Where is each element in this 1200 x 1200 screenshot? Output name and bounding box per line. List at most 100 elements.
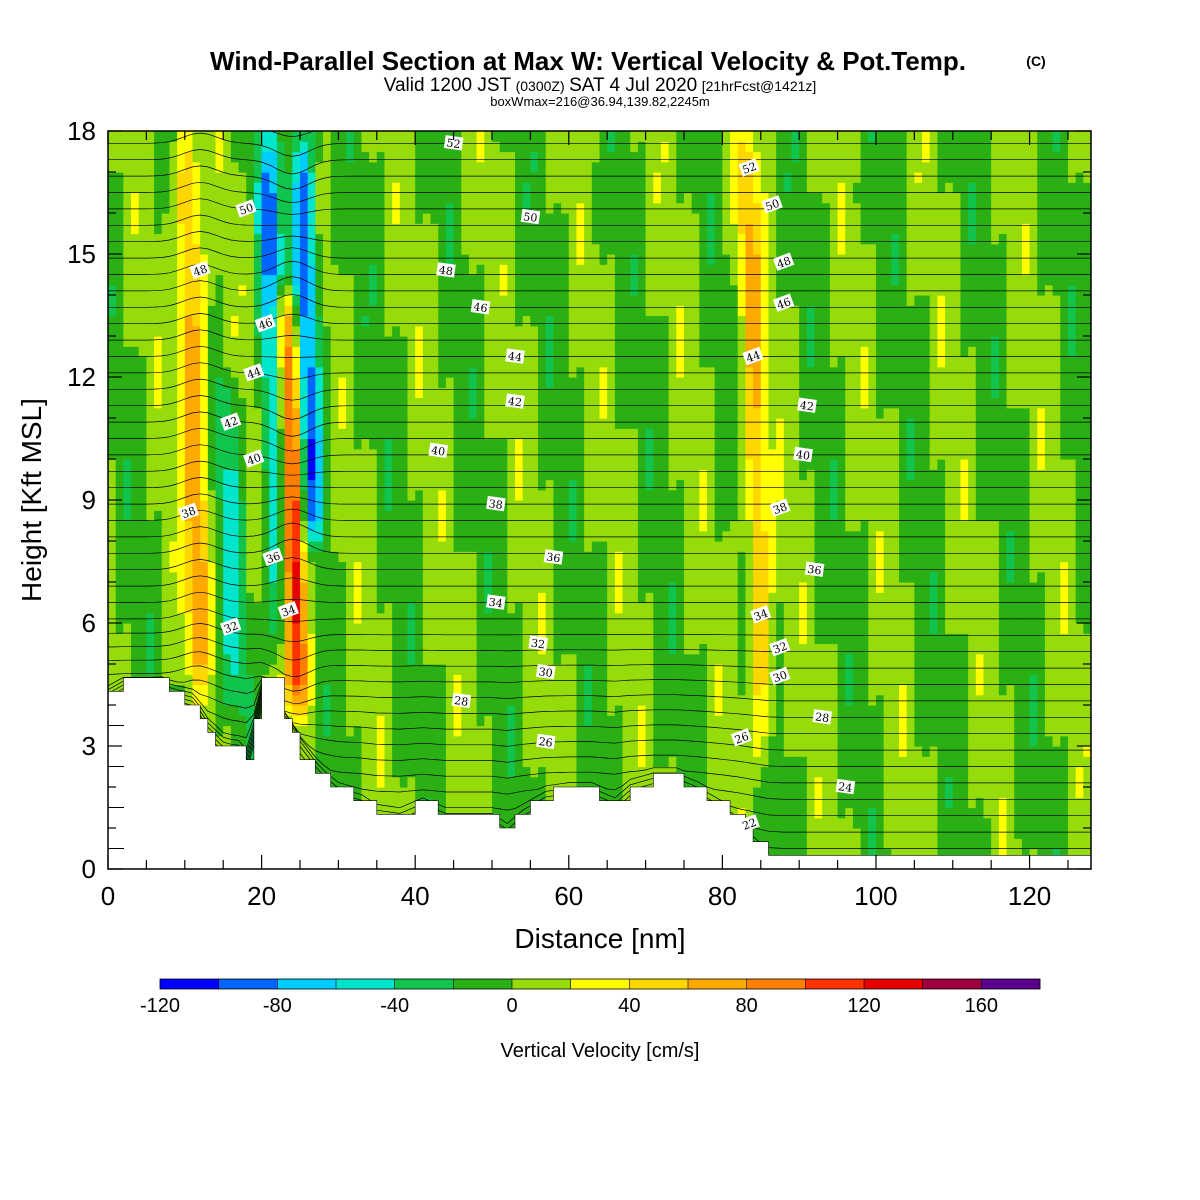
velocity-cell <box>315 233 324 245</box>
velocity-cell <box>630 766 639 778</box>
velocity-cell <box>338 418 347 429</box>
velocity-cell <box>576 561 585 573</box>
velocity-cell <box>438 407 447 419</box>
velocity-cell <box>576 756 585 768</box>
velocity-cell <box>284 346 293 358</box>
velocity-cell <box>276 459 286 470</box>
velocity-cell <box>207 356 217 368</box>
velocity-cell <box>284 223 293 235</box>
velocity-cell <box>261 213 270 224</box>
velocity-cell <box>476 346 485 358</box>
velocity-cell <box>376 346 386 358</box>
velocity-cell <box>215 612 224 624</box>
velocity-cell <box>384 172 393 183</box>
velocity-cell <box>545 541 555 552</box>
velocity-cell <box>453 561 462 573</box>
velocity-cell <box>192 633 201 645</box>
velocity-cell <box>407 715 416 727</box>
velocity-cell <box>491 325 501 337</box>
velocity-cell <box>499 397 508 409</box>
velocity-cell <box>323 448 332 460</box>
velocity-cell <box>561 356 570 368</box>
velocity-cell <box>315 725 324 737</box>
velocity-cell <box>399 274 409 286</box>
velocity-cell <box>599 766 608 778</box>
velocity-cell <box>338 151 347 163</box>
velocity-cell <box>253 674 263 686</box>
velocity-cell <box>215 305 224 317</box>
velocity-cell <box>614 223 624 235</box>
velocity-cell <box>584 500 593 511</box>
velocity-cell <box>553 284 562 296</box>
valid-time-line: Valid 1200 JST (0300Z) SAT 4 Jul 2020 [2… <box>384 75 817 96</box>
velocity-cell <box>346 233 355 245</box>
velocity-cell <box>330 223 339 235</box>
velocity-cell <box>207 182 217 194</box>
velocity-cell <box>407 243 416 255</box>
velocity-cell <box>630 182 639 194</box>
velocity-cell <box>522 223 531 235</box>
velocity-cell <box>599 653 608 665</box>
velocity-cell <box>261 336 270 347</box>
velocity-cell <box>361 469 370 481</box>
velocity-cell <box>330 243 339 255</box>
velocity-cell <box>146 274 155 286</box>
velocity-cell <box>607 295 616 306</box>
velocity-cell <box>215 694 224 706</box>
velocity-cell <box>323 469 332 481</box>
velocity-cell <box>545 756 555 768</box>
velocity-cell <box>507 418 516 429</box>
velocity-cell <box>253 500 263 511</box>
velocity-cell <box>323 325 332 337</box>
velocity-cell <box>115 336 124 347</box>
velocity-cell <box>591 612 601 624</box>
velocity-cell <box>200 151 209 163</box>
velocity-cell <box>292 295 301 306</box>
velocity-cell <box>430 387 439 399</box>
velocity-cell <box>499 274 508 286</box>
velocity-cell <box>269 202 278 214</box>
velocity-cell <box>614 284 624 296</box>
velocity-cell <box>599 694 608 706</box>
velocity-cell <box>138 418 147 429</box>
velocity-cell <box>108 161 117 173</box>
velocity-cell <box>499 571 508 583</box>
velocity-cell <box>430 489 439 501</box>
velocity-cell <box>407 202 416 214</box>
velocity-cell <box>461 213 470 224</box>
velocity-cell <box>108 397 117 409</box>
velocity-cell <box>422 643 432 655</box>
velocity-cell <box>568 561 578 573</box>
velocity-cell <box>453 336 462 347</box>
velocity-cell <box>591 448 601 460</box>
velocity-cell <box>584 489 593 501</box>
velocity-cell <box>553 161 562 173</box>
velocity-cell <box>438 623 447 634</box>
velocity-cell <box>131 223 140 235</box>
velocity-cell <box>522 295 531 306</box>
velocity-cell <box>515 694 524 706</box>
velocity-cell <box>422 336 432 347</box>
velocity-cell <box>184 325 194 337</box>
velocity-cell <box>261 438 270 450</box>
velocity-cell <box>138 233 147 245</box>
velocity-cell <box>407 192 416 204</box>
velocity-cell <box>630 366 639 378</box>
velocity-cell <box>530 202 539 214</box>
velocity-cell <box>207 172 217 183</box>
velocity-cell <box>192 561 201 573</box>
velocity-cell <box>522 141 531 153</box>
velocity-cell <box>361 397 370 409</box>
velocity-cell <box>123 192 132 204</box>
velocity-cell <box>445 582 455 593</box>
velocity-cell <box>261 182 270 194</box>
velocity-cell <box>246 305 255 317</box>
velocity-cell <box>246 407 255 419</box>
velocity-cell <box>376 510 386 522</box>
velocity-cell <box>323 161 332 173</box>
velocity-cell <box>223 274 232 286</box>
velocity-cell <box>438 694 447 706</box>
velocity-cell <box>614 161 624 173</box>
velocity-cell <box>346 407 355 419</box>
velocity-cell <box>453 366 462 378</box>
